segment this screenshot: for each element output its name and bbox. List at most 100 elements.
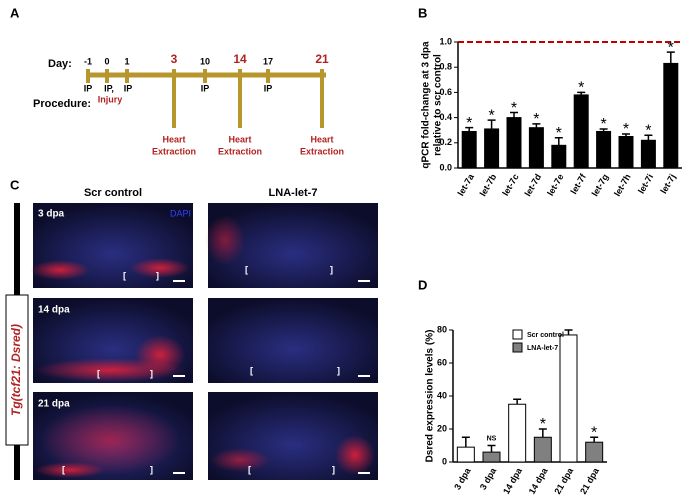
day: 14 — [233, 52, 247, 66]
svg-text:]: ] — [330, 264, 333, 274]
annotation: * — [623, 121, 629, 138]
y-tick-label: 0.6 — [439, 87, 452, 97]
error-bar — [513, 398, 522, 405]
x-tick-label: 3 dpa — [452, 465, 473, 491]
svg-text:]: ] — [156, 270, 159, 280]
annotation: NS — [487, 435, 497, 442]
day-label: Day: — [48, 58, 72, 70]
svg-text:]: ] — [337, 365, 340, 375]
y-tick-label: 40 — [437, 390, 447, 400]
day: 1 — [124, 56, 129, 66]
x-tick-label: 14 dpa — [527, 465, 550, 496]
bar — [585, 441, 604, 463]
y-tick-label: 0 — [442, 456, 447, 466]
legend-swatch — [512, 329, 523, 340]
error-bar — [461, 436, 470, 448]
row-label: 14 dpa — [38, 305, 70, 316]
line-name: Tg(tcf21: Dsred) — [9, 324, 23, 416]
svg-text:[: [ — [245, 264, 248, 274]
timeline: Day: Procedure: -1 0 1 3 10 14 17 21 IP … — [33, 52, 344, 156]
y-tick-label: 60 — [437, 357, 447, 367]
error-bar — [487, 119, 496, 129]
y-tick-label: 1.0 — [439, 36, 452, 46]
extraction: Heart — [310, 134, 333, 144]
ip: IP — [201, 83, 210, 93]
bar — [618, 136, 634, 169]
extraction: Extraction — [218, 146, 262, 156]
y-tick-label: 0.8 — [439, 62, 452, 72]
svg-text:[: [ — [97, 368, 100, 378]
legend-label: Scr control — [527, 332, 564, 339]
y-tick-label: 0.4 — [439, 112, 452, 122]
day: 0 — [104, 56, 109, 66]
annotation: * — [645, 122, 651, 139]
bar — [456, 446, 475, 463]
legend-swatch — [512, 342, 523, 353]
day: 3 — [171, 52, 178, 66]
annotation: * — [591, 424, 597, 441]
column-title: LNA-let-7 — [269, 187, 318, 199]
error-bar — [554, 137, 563, 146]
error-bar — [564, 329, 573, 335]
error-bar — [577, 91, 586, 95]
extraction: Extraction — [152, 146, 196, 156]
bar — [508, 403, 527, 463]
annotation: * — [466, 115, 472, 132]
bar — [461, 130, 477, 169]
svg-text:[: [ — [123, 270, 126, 280]
error-bar — [622, 133, 630, 137]
line-box — [5, 294, 29, 446]
panel-label: B — [418, 5, 427, 20]
row-label: 3 dpa — [38, 209, 65, 220]
day: 17 — [263, 56, 273, 66]
extraction: Extraction — [300, 146, 344, 156]
y-axis-label: Dsred expression levels (%) — [425, 330, 436, 463]
annotation: * — [556, 125, 562, 142]
y-tick-label: 0.2 — [439, 137, 452, 147]
injury: Injury — [98, 94, 123, 104]
legend-label: LNA-let-7 — [527, 345, 558, 352]
bar — [528, 127, 544, 169]
x-tick-label: let-7i — [636, 172, 655, 195]
x-tick-label: 14 dpa — [501, 465, 524, 496]
svg-text:]: ] — [332, 464, 335, 474]
error-bar — [538, 428, 547, 438]
svg-text:[: [ — [248, 464, 251, 474]
panel-label: D — [418, 277, 427, 292]
bar — [573, 94, 589, 169]
annotation: * — [533, 111, 539, 128]
y-tick-label: 20 — [437, 423, 447, 433]
timeline-ticks — [86, 69, 324, 128]
column-title: Scr control — [84, 187, 142, 199]
ip: IP — [84, 83, 93, 93]
x-tick-label: let-7b — [478, 172, 499, 198]
y-axis-label: relative to scr control — [433, 54, 444, 156]
error-bar — [465, 126, 474, 132]
bar — [596, 130, 612, 169]
bar — [533, 436, 552, 463]
ip: IP, — [104, 83, 114, 93]
panel-label: C — [10, 177, 20, 192]
bar — [484, 128, 500, 169]
extraction: Heart — [162, 134, 185, 144]
svg-text:]: ] — [150, 464, 153, 474]
y-axis-label: qPCR fold-change at 3 dpa — [421, 41, 432, 169]
x-tick-label: 21 dpa — [552, 465, 575, 496]
day: -1 — [84, 56, 92, 66]
error-bar — [666, 51, 675, 64]
x-tick-label: let-7j — [658, 172, 677, 195]
error-bar — [487, 444, 496, 453]
error-bar — [590, 436, 599, 443]
x-tick-label: 21 dpa — [578, 465, 601, 496]
day: 10 — [200, 56, 210, 66]
extraction: Heart — [228, 134, 251, 144]
x-tick-label: let-7d — [523, 172, 544, 198]
x-tick-label: let-7c — [500, 172, 520, 197]
annotation: * — [578, 80, 584, 97]
error-bar — [510, 111, 518, 118]
y-tick-label: 0.0 — [439, 162, 452, 172]
x-tick-label: 3 dpa — [478, 465, 499, 491]
micrographs: Scr control LNA-let-7 Tg(tcf21: Dsred) [… — [5, 187, 378, 480]
x-tick-label: let-7a — [456, 171, 477, 197]
row-label: 21 dpa — [38, 399, 70, 410]
